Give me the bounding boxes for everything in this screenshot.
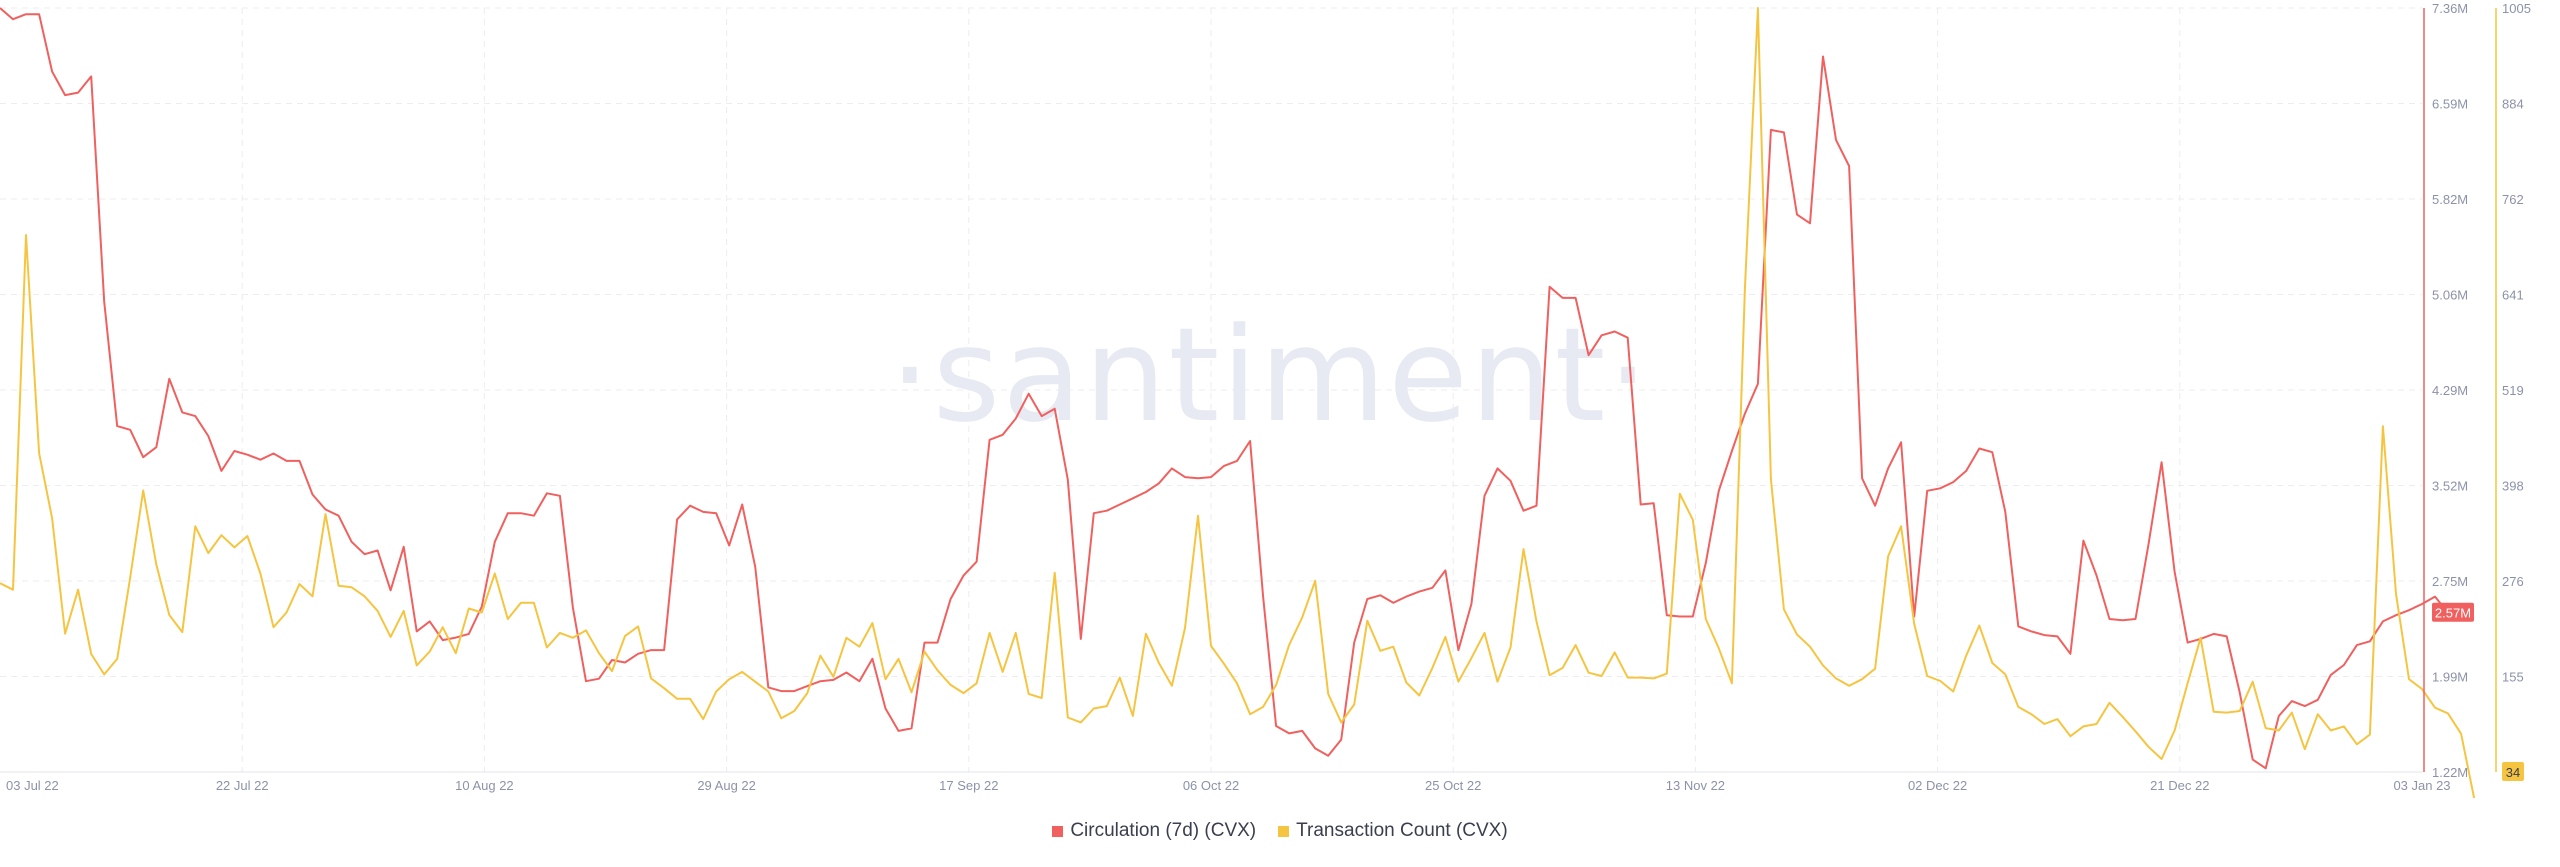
series-layer bbox=[0, 7, 2476, 799]
santiment-watermark: ·santiment· bbox=[889, 299, 1651, 451]
circulation-current-badge bbox=[2432, 602, 2474, 622]
x-tick-label: 06 Oct 22 bbox=[1183, 778, 1239, 793]
transaction-tick-label: 641 bbox=[2502, 288, 2524, 303]
circulation-tick-label: 4.29M bbox=[2432, 383, 2468, 398]
legend-label-circulation: Circulation (7d) (CVX) bbox=[1070, 820, 1257, 841]
circulation-tick-label: 5.82M bbox=[2432, 192, 2468, 207]
circulation-tick-label: 1.99M bbox=[2432, 670, 2468, 685]
legend-swatch-circulation bbox=[1052, 825, 1064, 837]
circulation-tick-label: 7.36M bbox=[2432, 1, 2468, 16]
legend-item-transactions[interactable]: Transaction Count (CVX) bbox=[1278, 820, 1508, 842]
circulation-current-value: 2.57M bbox=[2435, 606, 2471, 621]
transaction-tick-label: 398 bbox=[2502, 479, 2524, 494]
legend-swatch-transactions bbox=[1278, 825, 1290, 837]
transaction-count-line bbox=[0, 7, 2476, 799]
x-tick-label: 13 Nov 22 bbox=[1666, 778, 1725, 793]
legend-label-transactions: Transaction Count (CVX) bbox=[1296, 820, 1508, 841]
x-tick-label: 03 Jul 22 bbox=[6, 778, 59, 793]
axes: 03 Jul 22 22 Jul 22 10 Aug 22 29 Aug 22 17 S… bbox=[0, 1, 2531, 793]
x-tick-label: 10 Aug 22 bbox=[455, 778, 514, 793]
x-tick-label: 17 Sep 22 bbox=[939, 778, 998, 793]
circulation-tick-label: 3.52M bbox=[2432, 479, 2468, 494]
legend-item-circulation[interactable]: Circulation (7d) (CVX) bbox=[1052, 820, 1256, 842]
x-tick-label: 25 Oct 22 bbox=[1425, 778, 1481, 793]
circulation-line bbox=[0, 7, 2449, 770]
transaction-current-badge bbox=[2502, 762, 2524, 781]
transaction-tick-label: 155 bbox=[2502, 670, 2524, 685]
x-tick-label: 03 Jan 23 bbox=[2393, 778, 2450, 793]
x-tick-label: 22 Jul 22 bbox=[216, 778, 269, 793]
transaction-tick-label: 519 bbox=[2502, 383, 2524, 398]
transaction-tick-label: 1005 bbox=[2502, 1, 2531, 16]
x-tick-label: 29 Aug 22 bbox=[697, 778, 756, 793]
circulation-tick-label: 6.59M bbox=[2432, 97, 2468, 112]
circulation-tick-label: 1.22M bbox=[2432, 765, 2468, 780]
transaction-tick-label: 276 bbox=[2502, 574, 2524, 589]
grid bbox=[0, 7, 2422, 773]
transaction-tick-label: 884 bbox=[2502, 97, 2524, 112]
x-tick-label: 02 Dec 22 bbox=[1908, 778, 1967, 793]
transaction-current-value: 34 bbox=[2506, 765, 2520, 780]
circulation-tick-label: 5.06M bbox=[2432, 288, 2468, 303]
x-tick-label: 21 Dec 22 bbox=[2150, 778, 2209, 793]
circulation-tick-label: 2.75M bbox=[2432, 574, 2468, 589]
legend: Circulation (7d) (CVX) Transaction Count… bbox=[0, 820, 2560, 842]
transaction-tick-label: 762 bbox=[2502, 192, 2524, 207]
